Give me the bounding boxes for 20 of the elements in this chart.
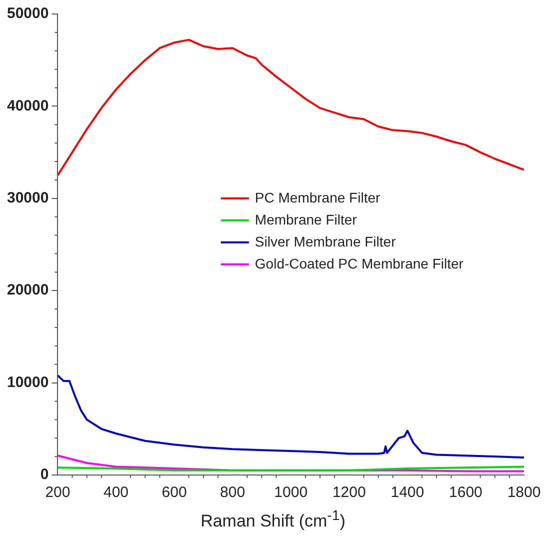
x-tick-label: 1200 (332, 484, 366, 502)
x-tick-label: 1000 (274, 484, 308, 502)
x-tick-label: 600 (162, 484, 187, 502)
x-tick-label: 200 (45, 484, 70, 502)
legend-label: PC Membrane Filter (254, 189, 381, 206)
y-tick-label: 10000 (6, 374, 49, 391)
y-tick-label: 30000 (6, 190, 49, 207)
x-tick-label: 1600 (449, 484, 482, 502)
legend-label: Membrane Filter (254, 211, 358, 228)
x-axis-title: Raman Shift (cm$^{-1}$) (200, 508, 346, 532)
x-tick-label: 1800 (507, 484, 541, 502)
y-tick-label: 40000 (6, 97, 49, 114)
y-tick-label: 50000 (6, 5, 49, 22)
legend-label: Gold-Coated PC Membrane Filter (254, 255, 464, 272)
x-tick-label: 1400 (390, 484, 424, 502)
y-tick-label: 20000 (6, 282, 49, 299)
x-tick-label: 400 (103, 484, 129, 502)
y-tick-label: 0 (40, 466, 49, 484)
legend-label: Silver Membrane Filter (254, 233, 396, 250)
x-tick-label: 800 (220, 484, 246, 502)
